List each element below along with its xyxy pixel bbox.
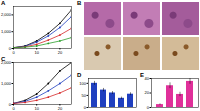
svg-text:1,000: 1,000 <box>1 81 12 86</box>
svg-text:100: 100 <box>79 81 86 86</box>
svg-text:0: 0 <box>9 46 12 51</box>
svg-text:20: 20 <box>58 106 63 111</box>
svg-text:10: 10 <box>34 50 39 55</box>
svg-text:0: 0 <box>9 102 12 107</box>
svg-text:10: 10 <box>34 106 39 111</box>
svg-text:0: 0 <box>12 50 15 55</box>
svg-text:40: 40 <box>145 76 150 81</box>
svg-text:0: 0 <box>84 105 87 110</box>
svg-text:0: 0 <box>147 105 150 110</box>
svg-text:0: 0 <box>12 106 15 111</box>
svg-text:20: 20 <box>58 50 63 55</box>
svg-text:2,000: 2,000 <box>1 12 12 17</box>
svg-text:20: 20 <box>145 90 150 95</box>
svg-text:1,000: 1,000 <box>1 29 12 34</box>
svg-text:50: 50 <box>82 93 87 98</box>
